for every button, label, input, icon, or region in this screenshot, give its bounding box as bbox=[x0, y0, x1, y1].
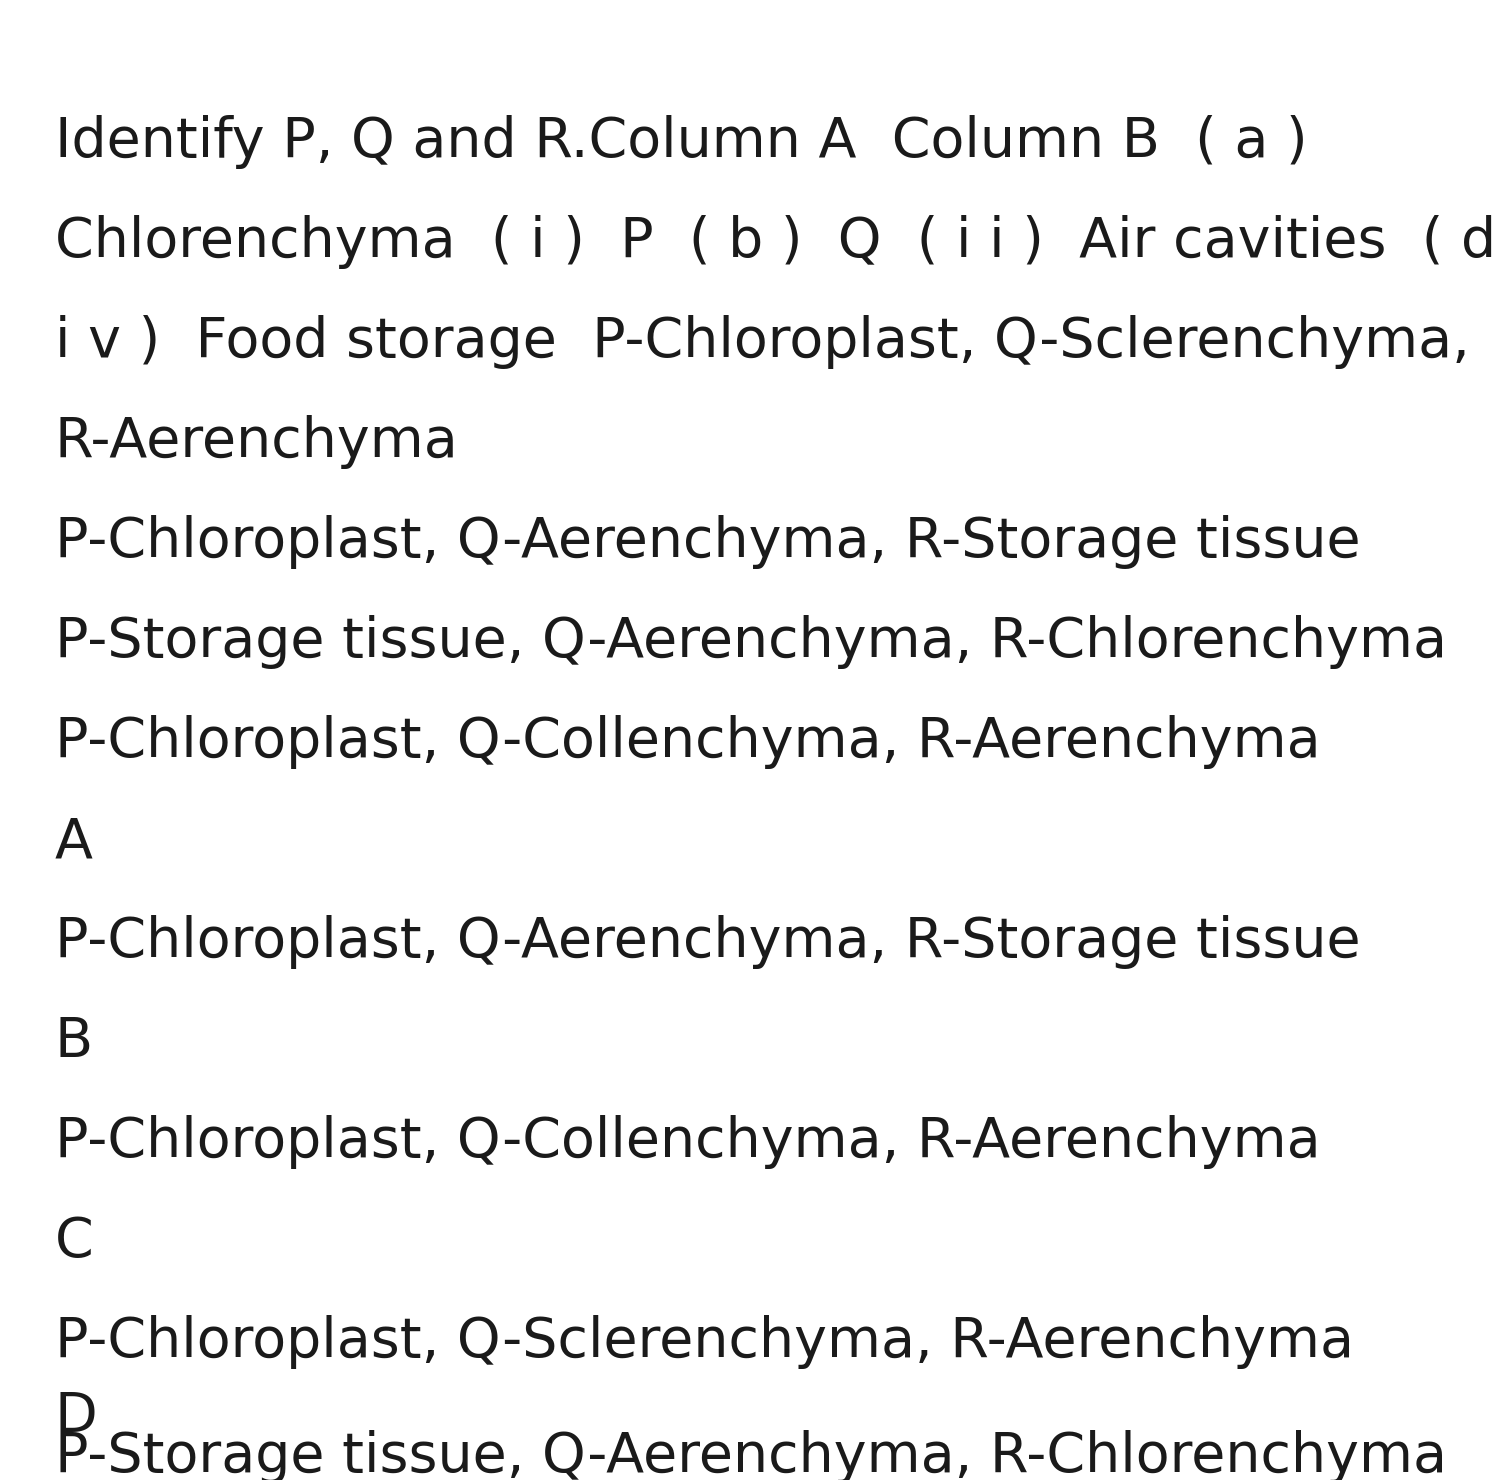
Text: P-Chloroplast, Q-Aerenchyma, R-Storage tissue: P-Chloroplast, Q-Aerenchyma, R-Storage t… bbox=[56, 515, 1360, 568]
Text: B: B bbox=[56, 1015, 93, 1069]
Text: Chlorenchyma  ( i )  P  ( b )  Q  ( i i )  Air cavities  ( d )  R  (: Chlorenchyma ( i ) P ( b ) Q ( i i ) Air… bbox=[56, 215, 1500, 269]
Text: P-Chloroplast, Q-Sclerenchyma, R-Aerenchyma: P-Chloroplast, Q-Sclerenchyma, R-Aerench… bbox=[56, 1316, 1354, 1369]
Text: P-Chloroplast, Q-Collenchyma, R-Aerenchyma: P-Chloroplast, Q-Collenchyma, R-Aerenchy… bbox=[56, 1114, 1320, 1169]
Text: R-Aerenchyma: R-Aerenchyma bbox=[56, 414, 459, 469]
Text: C: C bbox=[56, 1215, 93, 1268]
Text: P-Storage tissue, Q-Aerenchyma, R-Chlorenchyma: P-Storage tissue, Q-Aerenchyma, R-Chlore… bbox=[56, 616, 1448, 669]
Text: A: A bbox=[56, 815, 93, 869]
Text: i v )  Food storage  P-Chloroplast, Q-Sclerenchyma,: i v ) Food storage P-Chloroplast, Q-Scle… bbox=[56, 315, 1470, 369]
Text: P-Chloroplast, Q-Aerenchyma, R-Storage tissue: P-Chloroplast, Q-Aerenchyma, R-Storage t… bbox=[56, 915, 1360, 969]
Text: D: D bbox=[56, 1390, 98, 1444]
Text: Identify P, Q and R.Column A  Column B  ( a ): Identify P, Q and R.Column A Column B ( … bbox=[56, 115, 1308, 169]
Text: P-Storage tissue, Q-Aerenchyma, R-Chlorenchyma: P-Storage tissue, Q-Aerenchyma, R-Chlore… bbox=[56, 1430, 1448, 1480]
Text: P-Chloroplast, Q-Collenchyma, R-Aerenchyma: P-Chloroplast, Q-Collenchyma, R-Aerenchy… bbox=[56, 715, 1320, 770]
